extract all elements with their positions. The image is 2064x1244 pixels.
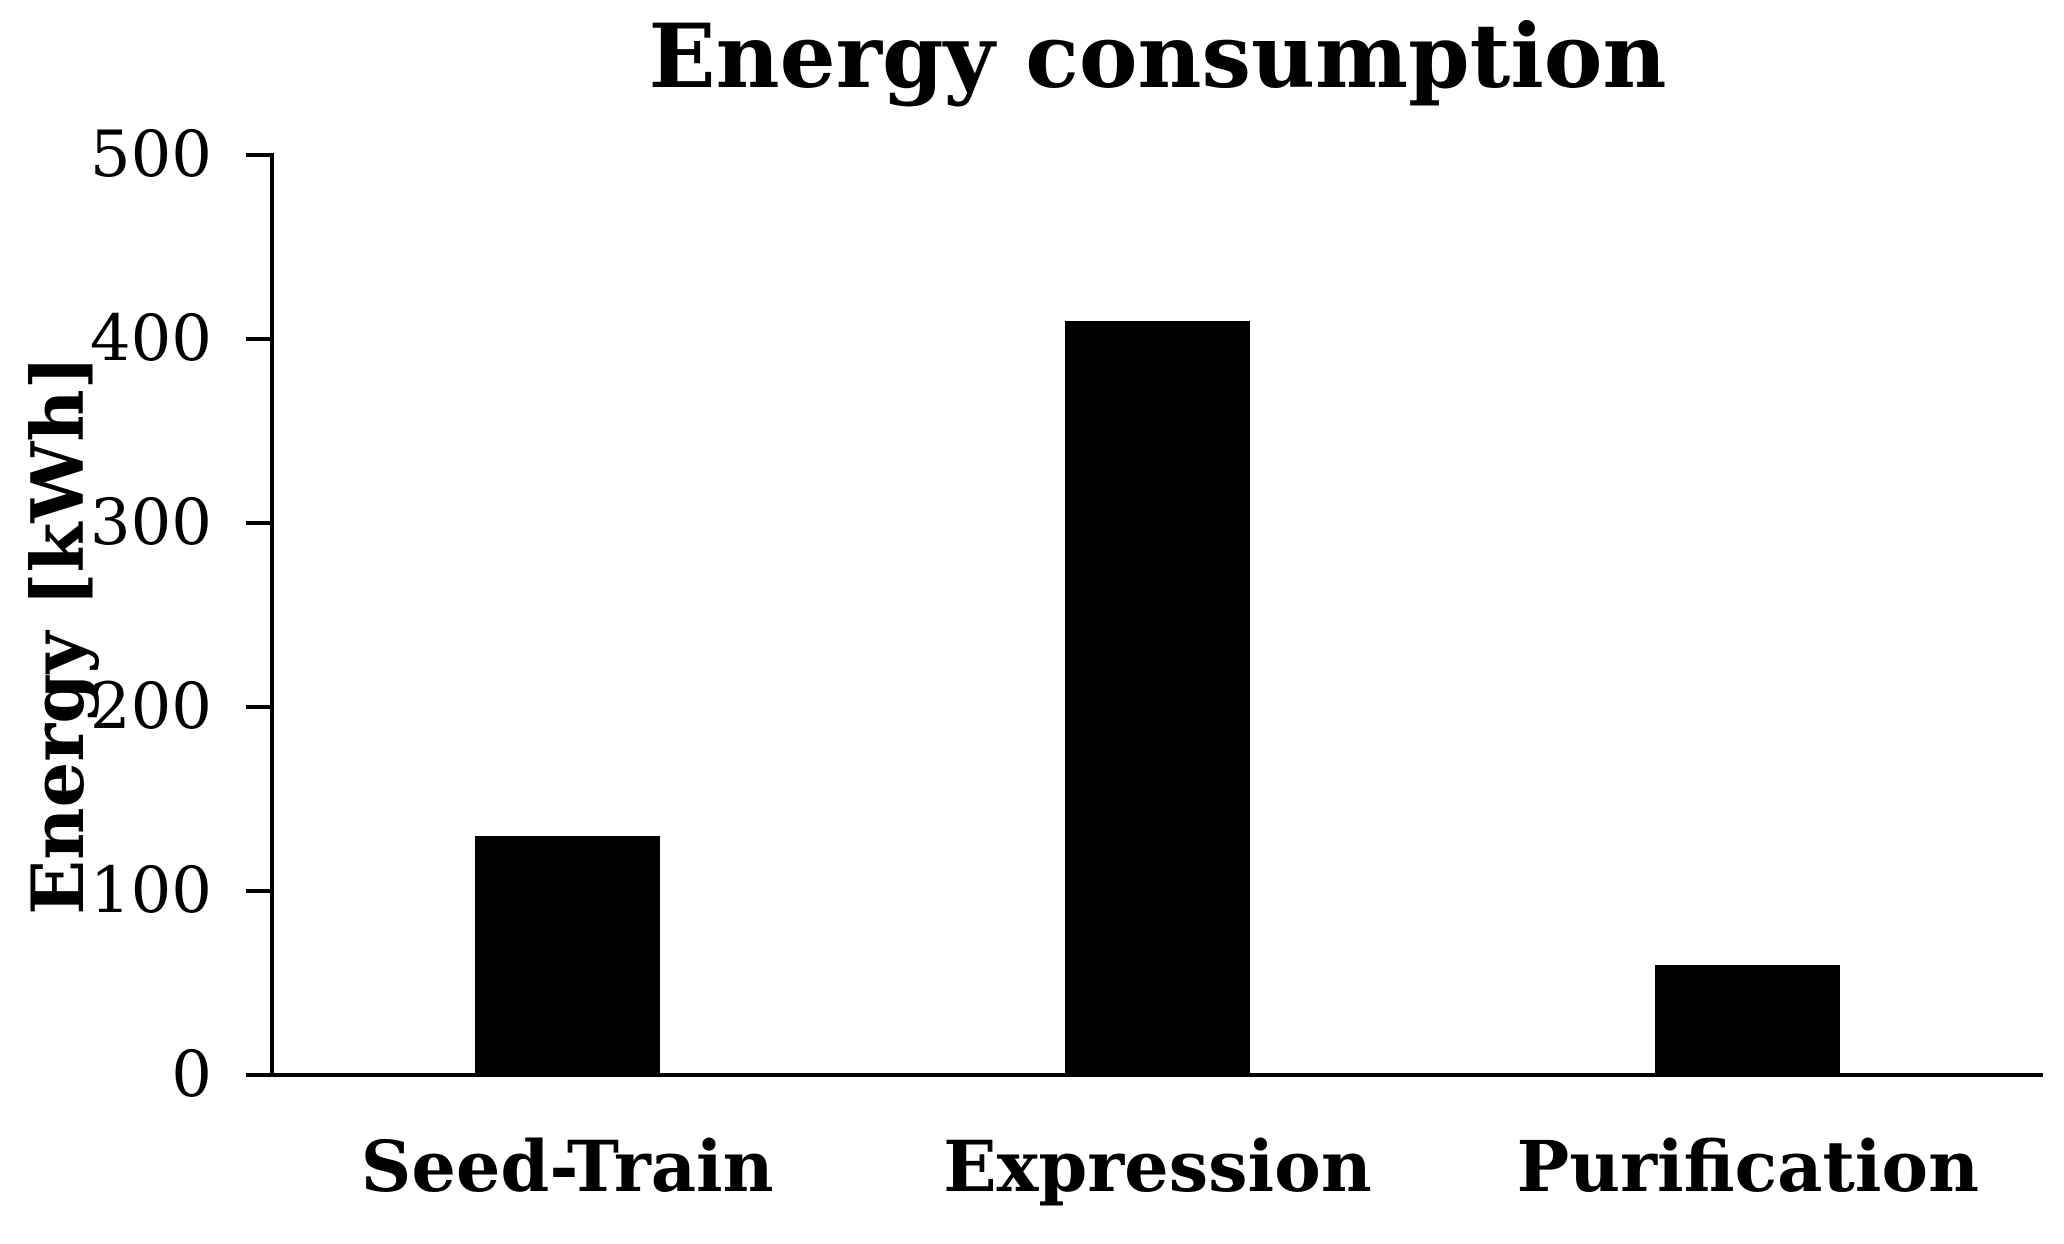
y-axis-label: Energy [kWh] [15, 355, 100, 915]
y-tick-mark [246, 705, 272, 709]
y-tick-label: 0 [171, 1038, 212, 1112]
y-tick-label: 100 [89, 854, 212, 928]
chart-title: Energy consumption [648, 4, 1667, 108]
y-tick-mark [246, 153, 272, 157]
x-category-label: Purification [1516, 1125, 1980, 1208]
y-tick-mark [246, 521, 272, 525]
y-tick-mark [246, 1073, 272, 1077]
y-tick-label: 300 [89, 486, 212, 560]
x-axis-line [246, 1073, 2043, 1077]
y-tick-label: 500 [89, 118, 212, 192]
bar-expression [1065, 320, 1250, 1075]
y-tick-mark [246, 889, 272, 893]
x-category-label: Seed-Train [360, 1125, 774, 1208]
y-tick-label: 400 [89, 302, 212, 376]
y-tick-label: 200 [89, 670, 212, 744]
x-category-label: Expression [943, 1125, 1372, 1208]
bar-purification [1655, 964, 1841, 1075]
y-axis-line [270, 153, 274, 1077]
y-tick-mark [246, 337, 272, 341]
bar-seed-train [474, 835, 660, 1075]
